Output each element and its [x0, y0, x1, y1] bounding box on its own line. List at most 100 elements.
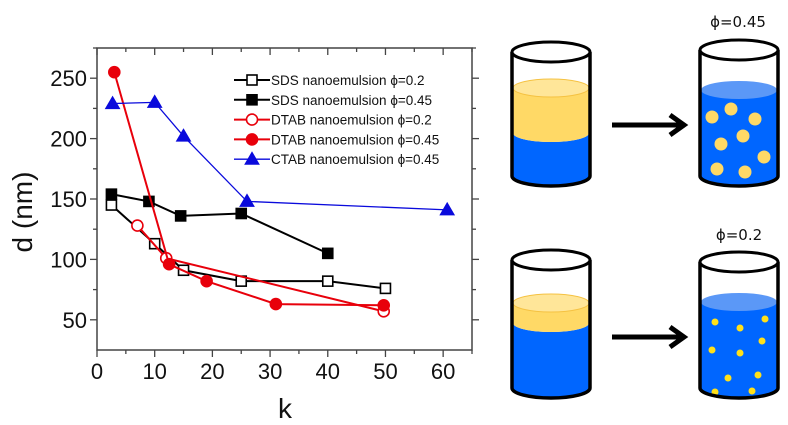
beaker-outline: [510, 52, 592, 188]
data-point: [239, 193, 255, 207]
axes: 0 10 20 30 40 50 60 50 100 150 200 250: [50, 47, 479, 384]
droplets-large: [705, 102, 771, 179]
data-point: [321, 275, 334, 287]
beaker-rim: [698, 250, 780, 274]
legend-label: DTAB nanoemulsion ϕ=0.45: [271, 132, 439, 147]
droplet: [761, 315, 769, 323]
droplet: [758, 337, 766, 345]
legend-label: DTAB nanoemulsion ϕ=0.2: [271, 113, 432, 128]
oil-surface: [512, 78, 590, 98]
oil-layer: [513, 88, 589, 142]
droplet: [736, 349, 744, 357]
droplet: [757, 150, 771, 164]
beaker-outline: [698, 262, 780, 400]
legend-entry: DTAB nanoemulsion ϕ=0.2: [234, 113, 432, 128]
legend-entry: SDS nanoemulsion ϕ=0.45: [234, 93, 432, 108]
water-layer: [513, 323, 589, 397]
data-point: [105, 188, 118, 200]
data-point: [321, 247, 334, 260]
legend: SDS nanoemulsion ϕ=0.2 SDS nanoemulsion ϕ…: [234, 73, 439, 167]
water-layer: [513, 133, 589, 185]
water-surface: [701, 81, 777, 99]
data-point: [200, 274, 213, 288]
data-point: [131, 219, 144, 232]
beaker-rim: [698, 38, 780, 62]
legend-label: SDS nanoemulsion ϕ=0.2: [271, 73, 425, 88]
data-point: [104, 95, 121, 110]
legend-label: CTAB nanoemulsion ϕ=0.45: [271, 152, 439, 167]
arrow-head: [668, 324, 689, 350]
data-point: [174, 210, 187, 222]
series-3: [108, 65, 391, 312]
droplet: [738, 165, 752, 179]
data-point: [269, 297, 283, 311]
y-tick-label: 200: [50, 127, 87, 152]
legend-entry: CTAB nanoemulsion ϕ=0.45: [234, 151, 439, 167]
droplet: [754, 371, 762, 379]
droplet: [710, 162, 724, 176]
emulsion-diagram: ϕ=0.45 ϕ=0.2: [510, 13, 780, 400]
beaker-oil-water-high: [510, 40, 592, 188]
x-axis-label: k: [278, 393, 293, 424]
beaker-rim: [510, 248, 592, 272]
arrow-head: [668, 112, 689, 138]
droplet: [711, 318, 719, 326]
y-tick-label: 50: [63, 308, 87, 333]
droplets-small: [708, 315, 769, 396]
x-tick-label: 20: [200, 359, 224, 384]
arrow-bottom: [612, 324, 689, 350]
phi-label-high: ϕ=0.45: [710, 13, 766, 31]
x-tick-label: 50: [373, 359, 397, 384]
beaker-outline: [698, 50, 780, 188]
series-4: [104, 94, 456, 216]
data-point: [105, 199, 118, 211]
data-point: [162, 257, 176, 271]
x-tick-label: 30: [258, 359, 282, 384]
oil-surface: [512, 293, 590, 313]
y-axis-label: d (nm): [7, 172, 38, 253]
data-point: [108, 65, 121, 79]
droplet: [705, 110, 719, 124]
y-tick-label: 250: [50, 66, 87, 91]
data-point: [439, 201, 456, 216]
x-tick-label: 60: [431, 359, 455, 384]
data-point: [235, 207, 248, 220]
beaker-outline: [510, 260, 592, 400]
x-tick-label: 40: [316, 359, 340, 384]
data-point: [146, 94, 163, 108]
arrow-top: [612, 112, 689, 138]
droplet: [748, 387, 756, 395]
series-0: [105, 199, 392, 295]
data-point: [379, 282, 392, 295]
droplet: [736, 324, 744, 332]
water-surface: [701, 293, 777, 311]
droplet: [748, 112, 762, 126]
x-tick-label: 10: [142, 359, 166, 384]
legend-marker: [245, 113, 259, 126]
chart: 0 10 20 30 40 50 60 50 100 150 200 250 SDS nanoemul…: [7, 47, 479, 424]
beaker-oil-water-low: [510, 248, 592, 400]
droplet: [724, 102, 738, 116]
phi-label-low: ϕ=0.2: [716, 226, 762, 244]
legend-marker: [244, 151, 260, 165]
droplet: [724, 374, 732, 382]
beaker-nanoemulsion-high: [698, 38, 780, 188]
droplet: [736, 129, 750, 143]
data-point: [175, 128, 192, 142]
droplet: [714, 137, 728, 151]
legend-marker: [246, 94, 258, 106]
series-layer: [104, 65, 456, 318]
legend-entry: SDS nanoemulsion ϕ=0.2: [234, 73, 425, 88]
data-point: [377, 299, 391, 312]
x-tick-label: 0: [91, 359, 103, 384]
beaker-rim: [510, 40, 592, 64]
beaker-nanoemulsion-low: [698, 250, 780, 400]
legend-marker: [245, 133, 259, 146]
y-tick-label: 150: [50, 187, 87, 212]
legend-marker: [246, 74, 258, 86]
droplet: [708, 346, 716, 354]
legend-label: SDS nanoemulsion ϕ=0.45: [271, 93, 432, 108]
legend-entry: DTAB nanoemulsion ϕ=0.45: [234, 132, 439, 147]
y-tick-label: 100: [50, 247, 87, 272]
series-1: [105, 188, 334, 260]
